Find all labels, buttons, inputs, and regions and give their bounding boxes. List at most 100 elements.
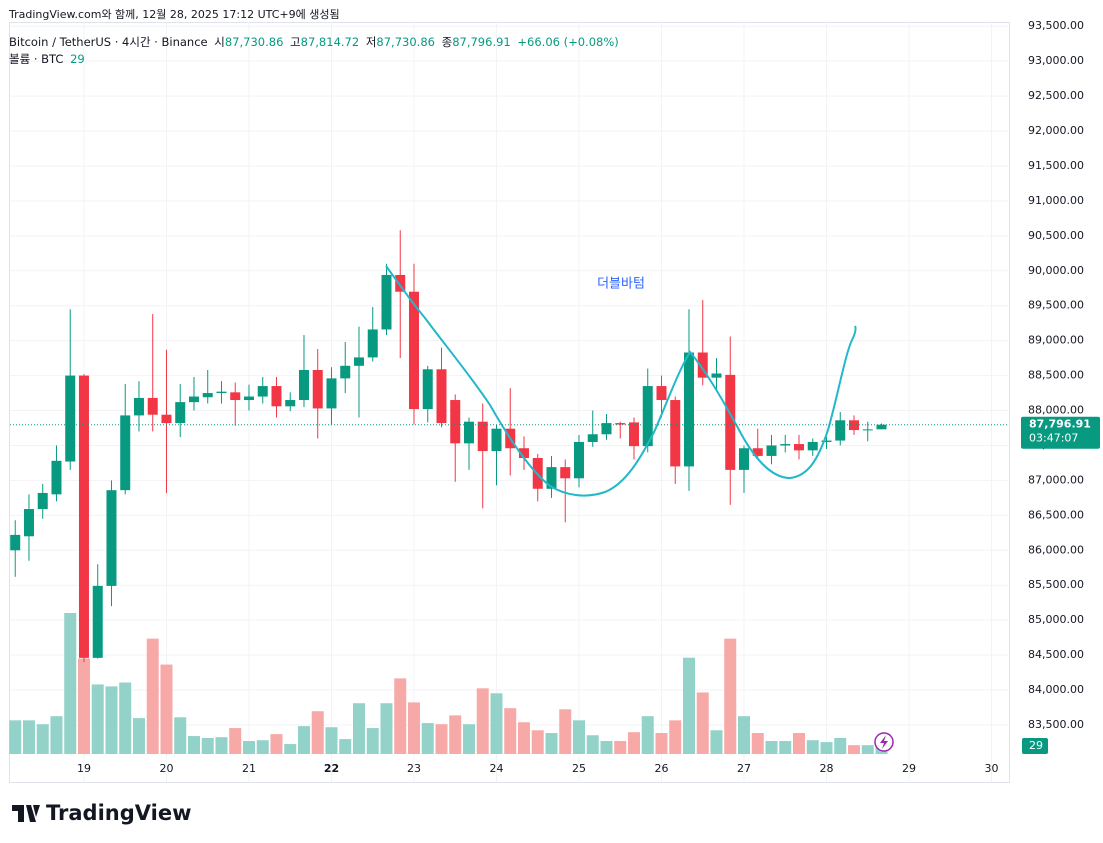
y-tick-label: 92,500.00: [1028, 89, 1084, 102]
volume-bar: [201, 737, 214, 754]
candle-body: [340, 365, 351, 379]
volume-bar: [504, 708, 517, 754]
y-tick-label: 91,500.00: [1028, 159, 1084, 172]
volume-bar: [105, 686, 118, 754]
candle-body: [37, 492, 48, 510]
candle-body: [615, 423, 626, 425]
candle-body: [835, 420, 846, 441]
candle-body: [106, 490, 117, 586]
volume-bar: [627, 732, 640, 754]
volume-bar: [9, 720, 22, 754]
volume-bar: [462, 724, 475, 754]
x-tick-label: 19: [77, 762, 91, 775]
candle-body: [326, 378, 337, 409]
volume-bar: [600, 741, 613, 754]
volume-bar: [586, 735, 599, 754]
volume-bar: [297, 726, 310, 754]
volume-label: 볼륨 · BTC: [9, 52, 64, 66]
grid: [10, 22, 1008, 782]
candle-body: [51, 460, 62, 495]
caption: TradingView.com와 함께, 12월 28, 2025 17:12 …: [9, 8, 340, 21]
candle-body: [463, 421, 474, 444]
volume-bar: [352, 703, 365, 754]
volume-bar: [751, 733, 764, 754]
symbol: Bitcoin / TetherUS · 4시간 · Binance: [9, 35, 208, 49]
volume-bar: [407, 702, 420, 754]
y-tick-label: 89,000.00: [1028, 334, 1084, 347]
axes: 83,500.00 84,000.00 84,500.00 85,000.00 85,5…: [10, 19, 1100, 775]
candle-body: [10, 534, 21, 551]
volume-axis-label: 29: [1029, 739, 1043, 752]
candle-body: [725, 374, 736, 470]
candle-body: [367, 329, 378, 358]
volume-bar: [559, 709, 572, 754]
volume-bar: [765, 741, 778, 754]
drawing-curve: [385, 265, 857, 497]
candle-body: [477, 421, 488, 452]
volume-bar: [641, 716, 654, 754]
candle-body: [216, 391, 227, 394]
y-tick-label: 84,000.00: [1028, 683, 1084, 696]
candle-body: [436, 369, 447, 424]
y-tick-label: 83,500.00: [1028, 718, 1084, 731]
countdown-label: 03:47:07: [1029, 432, 1078, 445]
x-tick-label: 23: [407, 762, 421, 775]
x-tick-label: 22: [324, 762, 339, 775]
legend-row: Bitcoin / TetherUS · 4시간 · Binance 시87,7…: [9, 34, 622, 50]
y-tick-label: 86,000.00: [1028, 543, 1084, 556]
volume-bar: [724, 638, 737, 754]
candle-body: [353, 357, 364, 366]
logo-mark: [12, 805, 40, 822]
open-label: 시: [214, 35, 225, 49]
candles: [10, 230, 887, 663]
candle-body: [587, 434, 598, 442]
volume-bar: [806, 740, 819, 754]
y-tick-label: 90,000.00: [1028, 264, 1084, 277]
volume-legend: 볼륨 · BTC 29: [9, 51, 88, 67]
x-tick-label: 21: [242, 762, 256, 775]
y-tick-label: 85,000.00: [1028, 613, 1084, 626]
x-tick-label: 20: [159, 762, 173, 775]
volume-bar: [572, 720, 585, 754]
x-tick-label: 30: [984, 762, 998, 775]
candle-body: [175, 402, 186, 424]
candle-body: [78, 375, 89, 658]
volume-bar: [50, 716, 63, 754]
volume-bar: [847, 745, 860, 754]
alert-bolt: [880, 735, 888, 749]
candle-body: [23, 509, 34, 537]
volume-bar: [380, 703, 393, 754]
volume-bar: [421, 723, 434, 754]
volume-bar: [682, 657, 695, 754]
candle-body: [670, 400, 681, 467]
volume-pane: [9, 612, 888, 754]
volume-bar: [820, 742, 833, 754]
volume-bar: [339, 739, 352, 754]
x-tick-label: 24: [489, 762, 503, 775]
annotation: 더블바텀: [597, 277, 645, 292]
candle-body: [560, 467, 571, 479]
volume-bar: [669, 720, 682, 754]
candle-body: [628, 422, 639, 447]
volume-bar: [655, 733, 668, 754]
y-tick-label: 86,500.00: [1028, 508, 1084, 521]
volume-bar: [394, 678, 407, 754]
candle-body: [285, 400, 296, 407]
candle-body: [573, 441, 584, 479]
volume-bar: [146, 638, 159, 754]
candle-body: [312, 369, 323, 409]
candle-body: [642, 386, 653, 447]
volume-bar: [91, 684, 104, 754]
volume-bar: [242, 741, 255, 754]
volume-bar: [449, 715, 462, 754]
candle-body: [711, 373, 722, 378]
volume-bar: [132, 718, 145, 754]
candle-body: [133, 397, 144, 416]
volume-bar: [325, 727, 338, 754]
x-tick-label: 29: [902, 762, 916, 775]
candle-body: [243, 396, 254, 401]
volume-bar: [710, 730, 723, 754]
high-label: 고: [290, 35, 301, 49]
volume-bar: [119, 682, 132, 754]
